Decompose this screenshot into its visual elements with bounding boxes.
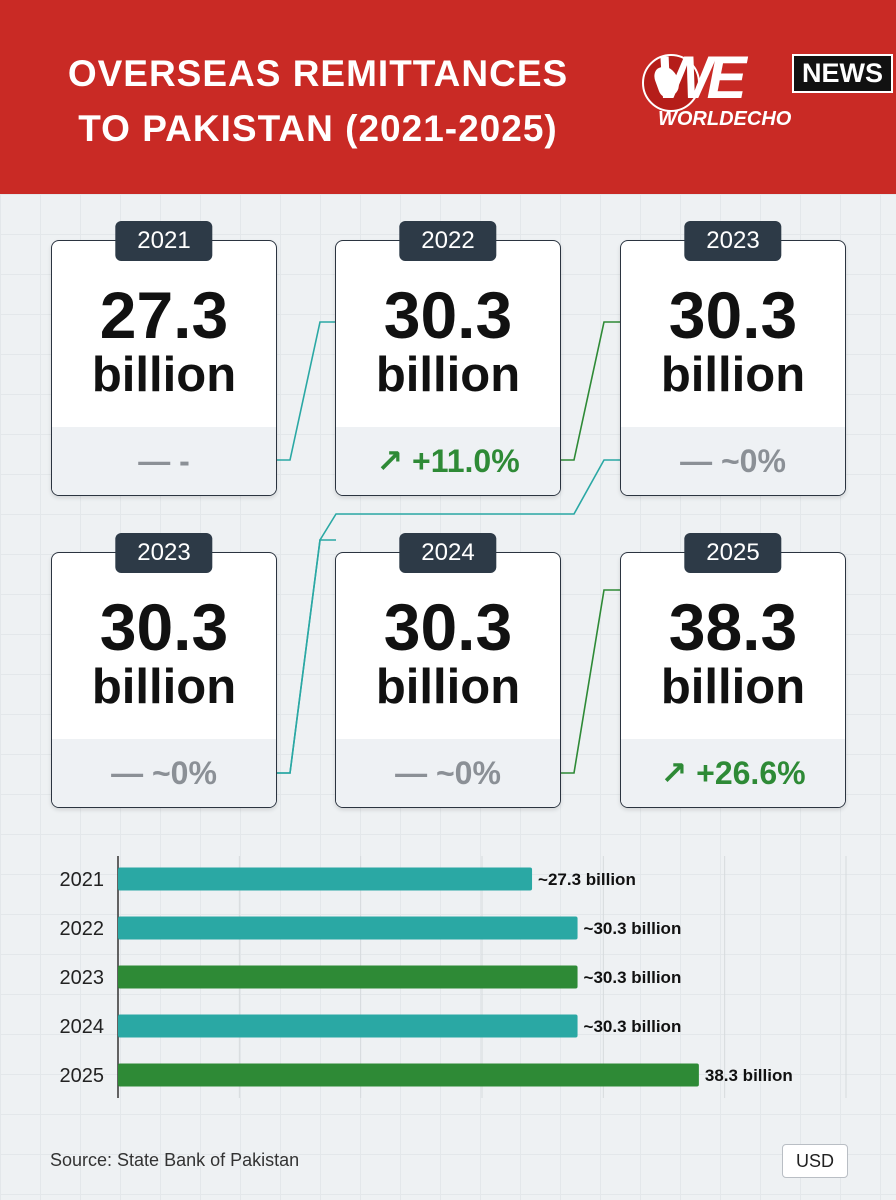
card-unit: billion <box>660 348 806 402</box>
bar-2021 <box>118 867 533 891</box>
bar-chart: 2021 ~27.3 billion 2022 ~30.3 billion 2023 ~3… <box>60 856 847 1098</box>
connector-2021-2022 <box>277 321 336 461</box>
card-change: ↗ +26.6% <box>660 755 806 791</box>
card-value: 30.3 <box>383 590 513 664</box>
card-change: — ~0% <box>111 755 217 791</box>
stat-card-2023a: 2023 30.3 billion — ~0% <box>620 221 846 496</box>
stat-card-2025: 2025 38.3 billion ↗ +26.6% <box>620 533 846 808</box>
connector-2022-2023 <box>561 321 620 461</box>
globe-icon <box>642 54 700 112</box>
bar-2022 <box>118 916 578 940</box>
card-footer <box>621 427 845 495</box>
stat-card-2023b: 2023 30.3 billion — ~0% <box>51 533 277 808</box>
logo-we: WE <box>656 44 747 111</box>
card-change: — ~0% <box>680 443 786 479</box>
card-unit: billion <box>91 660 237 714</box>
tick-label-2024: 2024 <box>60 1016 105 1038</box>
data-label-2025: 38.3 billion <box>705 1066 793 1085</box>
year-tag: 2023 <box>684 221 782 261</box>
card-footer <box>52 739 276 807</box>
card-connector-lines <box>277 321 620 774</box>
year-tag: 2024 <box>399 533 497 573</box>
card-unit: billion <box>660 660 806 714</box>
year-tag: 2025 <box>684 533 782 573</box>
tick-label-2022: 2022 <box>60 918 105 940</box>
stat-card-2024: 2024 30.3 billion — ~0% <box>335 533 561 808</box>
stat-card-2021: 2021 27.3 billion — - <box>51 221 277 496</box>
data-label-2021: ~27.3 billion <box>538 870 636 889</box>
card-footer <box>621 739 845 807</box>
card-change: — ~0% <box>395 755 501 791</box>
tick-label-2023: 2023 <box>60 967 105 989</box>
unit-badge: USD <box>782 1144 848 1178</box>
card-value: 27.3 <box>99 278 229 352</box>
card-value: 30.3 <box>668 278 798 352</box>
year-tag: 2022 <box>399 221 497 261</box>
bar-2024 <box>118 1014 578 1038</box>
tick-label-2025: 2025 <box>60 1065 105 1087</box>
card-unit: billion <box>375 348 521 402</box>
bar-2025 <box>118 1063 699 1087</box>
card-footer <box>336 427 560 495</box>
page-title: OVERSEAS REMITTANCES TO PAKISTAN (2021-2… <box>28 46 608 156</box>
connector-2024-2025 <box>561 589 620 774</box>
card-footer <box>336 739 560 807</box>
card-unit: billion <box>91 348 237 402</box>
card-value: 38.3 <box>668 590 798 664</box>
title-line-1: OVERSEAS REMITTANCES <box>67 53 569 94</box>
data-label-2022: ~30.3 billion <box>584 919 682 938</box>
card-footer <box>52 427 276 495</box>
card-change: ↗ +11.0% <box>376 443 520 479</box>
logo-name: WORLDECHO <box>658 108 792 130</box>
connector-2023-2024 <box>277 539 336 774</box>
title-line-2: TO PAKISTAN (2021-2025) <box>78 108 558 149</box>
source-note: Source: State Bank of Pakistan <box>50 1150 300 1170</box>
header-banner: OVERSEAS REMITTANCES TO PAKISTAN (2021-2… <box>0 0 896 194</box>
stat-card-2022: 2022 30.3 billion ↗ +11.0% <box>335 221 561 496</box>
card-change: — - <box>138 443 190 479</box>
tick-label-2021: 2021 <box>60 869 105 891</box>
bar-2023 <box>118 965 578 989</box>
card-unit: billion <box>375 660 521 714</box>
data-label-2023: ~30.3 billion <box>584 968 682 987</box>
data-label-2024: ~30.3 billion <box>584 1017 682 1036</box>
logo-news-badge: NEWS <box>792 54 893 93</box>
year-tag: 2023 <box>115 533 213 573</box>
year-tag: 2021 <box>115 221 213 261</box>
card-value: 30.3 <box>99 590 229 664</box>
worldecho-news-logo: WE NEWS WORLDECHO <box>642 44 893 144</box>
card-value: 30.3 <box>383 278 513 352</box>
